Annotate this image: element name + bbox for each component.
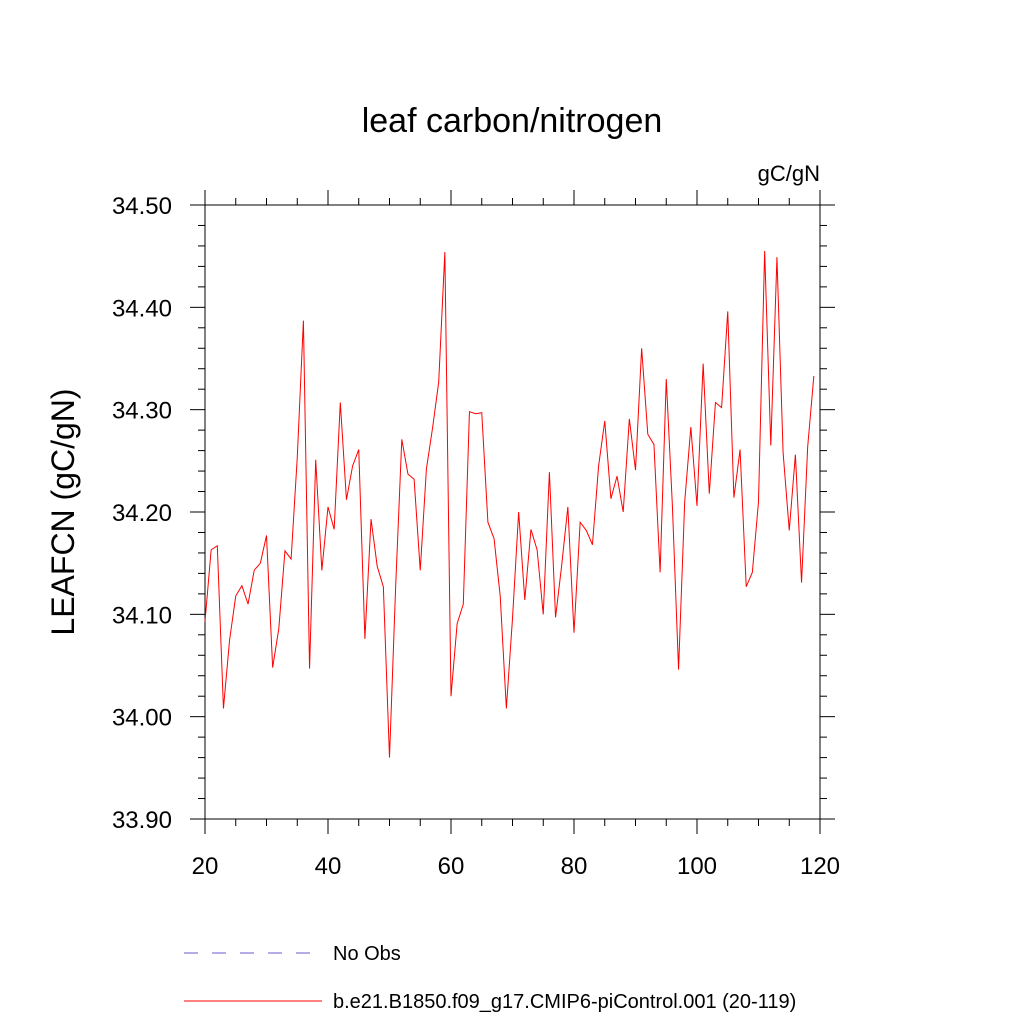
x-tick-label: 80 [561,853,588,880]
chart-title: leaf carbon/nitrogen [362,102,663,140]
x-tick-label: 100 [677,853,717,880]
x-tick-label: 40 [315,853,342,880]
y-tick-label: 34.20 [112,500,172,527]
legend-obs-label: No Obs [333,943,401,965]
units-label: gC/gN [758,161,820,186]
legend: No Obs b.e21.B1850.f09_g17.CMIP6-piContr… [184,943,796,1013]
y-tick-label: 34.40 [112,295,172,322]
axes: 20 40 60 80 100 120 33.90 34.00 34.10 34.20 34.30 3… [112,190,840,880]
legend-model-label: b.e21.B1850.f09_g17.CMIP6-piControl.001 … [333,991,796,1013]
plot-area [204,251,815,758]
y-tick-label: 34.00 [112,705,172,732]
x-tick-label: 120 [800,853,840,880]
y-tick-label: 34.10 [112,602,172,629]
x-tick-label: 20 [192,853,219,880]
x-tick-label: 60 [438,853,465,880]
y-tick-label: 33.90 [112,807,172,834]
y-axis-label: LEAFCN (gC/gN) [45,388,81,635]
plot-frame [204,204,821,820]
series-line [204,251,815,758]
y-tick-label: 34.30 [112,398,172,425]
y-tick-label: 34.50 [112,193,172,220]
